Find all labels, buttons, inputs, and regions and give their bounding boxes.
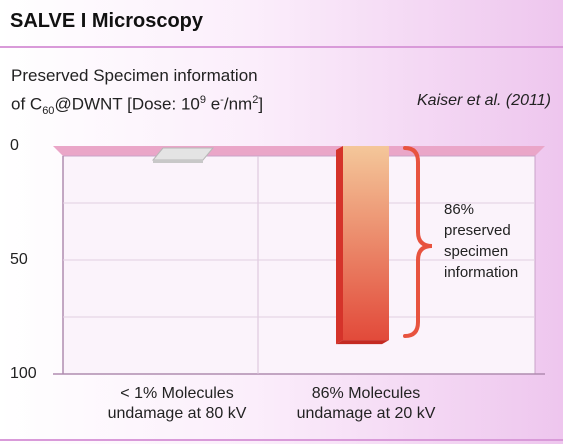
category-labels: < 1% Molecules undamage at 80 kV 86% Molec… [108,385,436,422]
brace-annotation [403,146,433,338]
y-tick-label: 100 [10,365,37,382]
bottom-divider [0,439,563,441]
y-tick-label: 50 [10,251,28,268]
y-tick-label: 0 [10,137,19,154]
subtitle-line-2: of C60@DWNT [Dose: 109 e-/nm2] [11,94,264,118]
bar-20kv-bottom [336,340,389,345]
slide-title: SALVE I Microscopy [10,10,204,32]
category-label: 86% Molecules undamage at 20 kV [297,385,436,422]
gridlines [63,202,535,318]
annotation-label: 86% preserved specimen information [444,201,518,281]
citation: Kaiser et al. (2011) [417,92,551,109]
plot-area [62,155,536,375]
chart-subtitle: Preserved Specimen information of C60@DW… [11,64,263,123]
bar-80kv-edge [153,160,203,163]
bar-20kv [343,146,389,341]
category-label: < 1% Molecules undamage at 80 kV [108,385,247,422]
annotation-text: 86% preserved specimen information [444,201,518,281]
y-axis-ticks: 0 50 100 [10,137,37,382]
bar-80kv [151,147,215,161]
subtitle-line-1: Preserved Specimen information [11,66,258,85]
bars [151,146,389,345]
plot-floor [53,146,545,156]
bar-20kv-side [336,146,343,345]
title-divider [0,46,563,48]
